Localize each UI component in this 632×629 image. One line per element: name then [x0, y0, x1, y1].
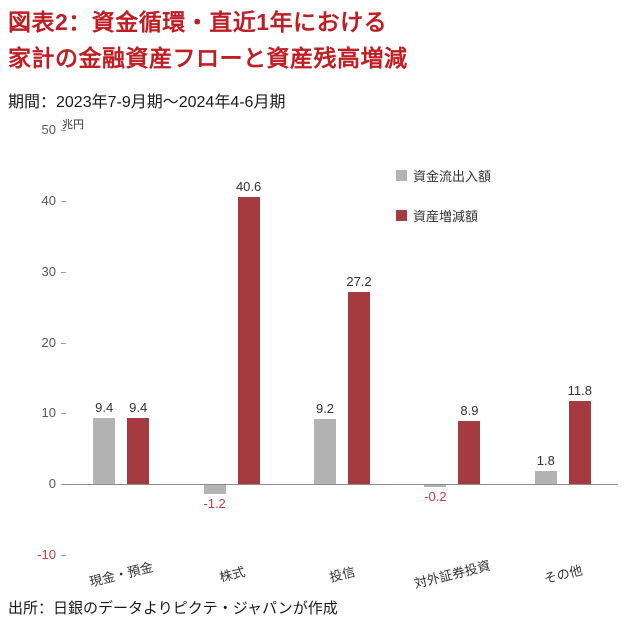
category-label: 投信: [327, 564, 357, 585]
legend: 資金流出入額 資産増減額: [396, 166, 491, 246]
bar-series2-cat5: [568, 400, 591, 485]
category-label: 株式: [217, 564, 247, 585]
y-tick-label: 30: [41, 263, 56, 279]
category-label: 対外証券投資: [412, 557, 493, 592]
bar-series1-cat4: [424, 485, 447, 487]
bar-series1-cat3: [314, 419, 336, 485]
y-tick-mark: [61, 342, 66, 344]
y-tick-label: 20: [41, 334, 56, 350]
y-tick-label: 0: [48, 476, 56, 492]
x-axis: 現金・預金 株式 投信 対外証券投資 その他: [66, 556, 618, 592]
y-tick-mark: [61, 271, 66, 273]
bar-value-label: 27.2: [346, 273, 372, 289]
bar-value-label: 11.8: [567, 382, 592, 398]
y-tick-mark: [61, 555, 66, 556]
y-tick-mark: [61, 413, 66, 415]
legend-label: 資金流出入額: [413, 169, 492, 184]
bar-series1-cat5: [534, 471, 557, 485]
plot-area: 9.4 9.4 -1.2 40.6 9.2 27.2 -0.2 8.9 1.8 11.8: [61, 130, 618, 556]
bar-series2-cat1: [127, 417, 150, 485]
bar-series1-cat2: [203, 485, 226, 494]
chart-title: 図表2：資金循環・直近1年における 家計の金融資産フローと資産残高増減: [8, 4, 408, 76]
bar-value-label: 8.9: [460, 403, 479, 419]
legend-label: 資産増減額: [413, 209, 479, 224]
chart-subtitle: 期間：2023年7-9月期～2024年4-6月期: [8, 94, 286, 111]
bar-value-label: 9.2: [315, 401, 335, 416]
chart-title-line1: 図表2：資金循環・直近1年における: [8, 9, 388, 35]
chart-title-line2: 家計の金融資産フローと資産残高増減: [8, 45, 408, 71]
y-tick-mark: [61, 200, 66, 202]
category-label: その他: [542, 562, 584, 587]
legend-swatch: [396, 170, 407, 181]
zero-axis-line: [66, 484, 618, 486]
bar-series1-cat1: [93, 417, 116, 485]
y-tick-mark: [61, 130, 66, 131]
y-axis-unit-label: 兆円: [62, 119, 84, 131]
legend-item: 資金流出入額: [396, 166, 491, 185]
bar-value-label: 9.4: [129, 399, 148, 415]
bar-value-label: -0.2: [424, 488, 447, 504]
source-note: 出所：日銀のデータよりピクテ・ジャパンが作成: [8, 600, 338, 617]
bar-value-label: 40.6: [235, 178, 262, 194]
category-label: 現金・預金: [88, 559, 155, 590]
y-tick-label: 10: [41, 405, 56, 421]
bar-series2-cat2: [237, 196, 260, 485]
bar-series2-cat3: [348, 291, 370, 485]
y-tick-label: 40: [41, 192, 56, 208]
legend-swatch: [396, 210, 407, 221]
y-tick-label: -10: [37, 547, 56, 562]
bar-value-label: 9.4: [95, 399, 114, 415]
bar-value-label: -1.2: [203, 495, 226, 511]
bar-value-label: 1.8: [536, 453, 555, 469]
y-tick-label: 50: [41, 122, 56, 137]
y-axis: 50 40 30 20 10 0 -10: [0, 122, 58, 562]
legend-item: 資産増減額: [396, 206, 491, 225]
bar-series2-cat4: [458, 421, 481, 485]
y-tick-mark: [61, 484, 66, 486]
